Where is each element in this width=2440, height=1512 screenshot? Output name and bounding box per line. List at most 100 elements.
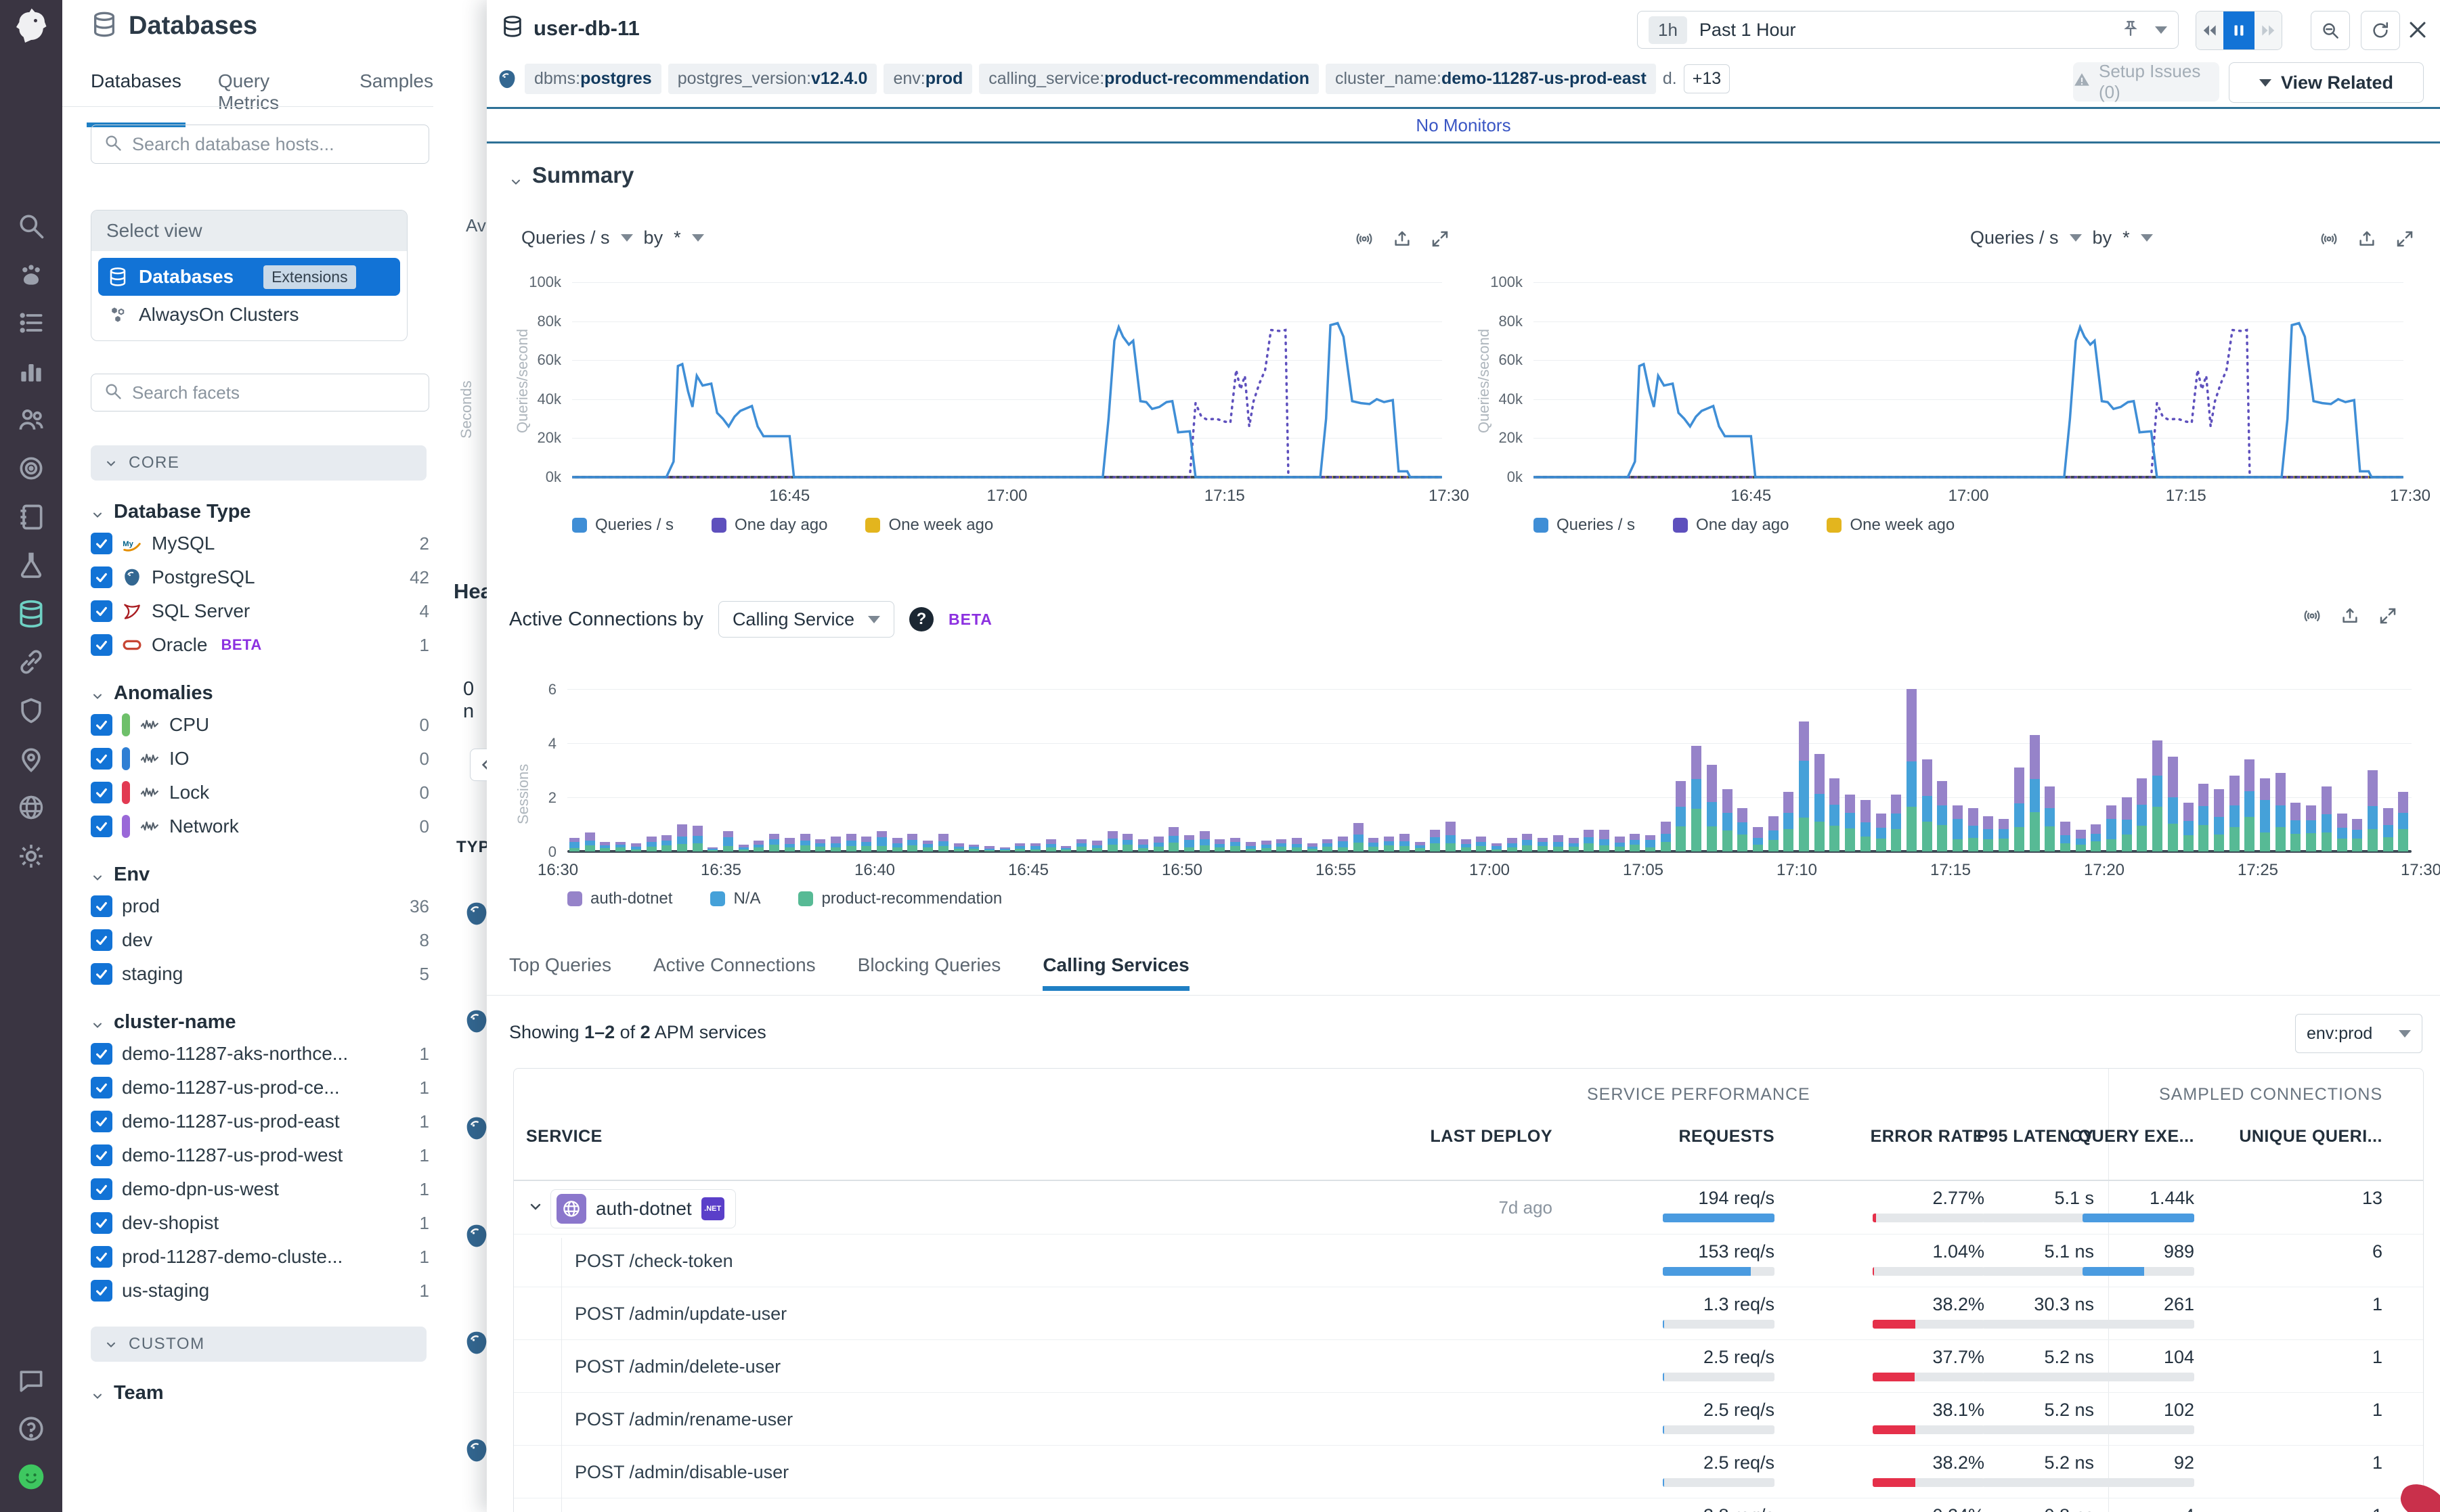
stacked-bar[interactable]: [1460, 839, 1471, 851]
stacked-bar[interactable]: [1999, 819, 2009, 851]
stacked-bar[interactable]: [1199, 831, 1210, 851]
chat-icon[interactable]: [16, 1366, 46, 1396]
stacked-bar[interactable]: [1538, 838, 1548, 851]
stacked-bar[interactable]: [1860, 800, 1871, 851]
stacked-bar[interactable]: [2229, 776, 2240, 851]
tag-pill-cluster_name[interactable]: cluster_name:demo-11287-us-prod-east: [1325, 64, 1656, 94]
endpoint-label[interactable]: POST /admin/delete-user: [575, 1356, 781, 1377]
checkbox-checked[interactable]: [91, 1111, 112, 1132]
help-icon[interactable]: [16, 1414, 46, 1444]
facet-label[interactable]: IO: [169, 748, 190, 769]
metric-select[interactable]: Queries / s: [1970, 227, 2059, 248]
legend-item[interactable]: auth-dotnet: [567, 889, 672, 908]
chevron-down-icon[interactable]: [2069, 234, 2082, 242]
stacked-bar[interactable]: [1691, 746, 1702, 851]
chevron-down-icon[interactable]: [691, 234, 704, 242]
facet-label[interactable]: us-staging: [122, 1280, 210, 1301]
table-row[interactable]: POST /admin/remove-from-team3.8 req/s0.2…: [514, 1498, 2423, 1512]
stacked-bar[interactable]: [1368, 838, 1379, 851]
stacked-bar[interactable]: [723, 831, 733, 851]
stacked-bar[interactable]: [2091, 824, 2101, 851]
alert-icon[interactable]: [2302, 606, 2322, 629]
table-row[interactable]: POST /admin/rename-user 2.5 req/s 38.1% 5.2…: [514, 1392, 2423, 1446]
checkbox-checked[interactable]: [91, 1144, 112, 1166]
stacked-bar[interactable]: [877, 831, 887, 851]
checkbox-checked[interactable]: [91, 566, 112, 588]
stacked-bar[interactable]: [1184, 835, 1194, 851]
endpoint-label[interactable]: POST /admin/disable-user: [575, 1462, 789, 1482]
facet-title-cluster-name[interactable]: cluster-name: [91, 1007, 429, 1037]
stacked-bar[interactable]: [1568, 838, 1579, 851]
datadog-logo-icon[interactable]: [11, 7, 51, 47]
tag-pill-calling_service[interactable]: calling_service:product-recommendation: [979, 64, 1319, 94]
legend-item[interactable]: Queries / s: [572, 516, 674, 535]
stacked-bar[interactable]: [1015, 843, 1026, 851]
checkbox-checked[interactable]: [91, 1043, 112, 1065]
stacked-bar[interactable]: [1076, 839, 1087, 851]
stacked-bar[interactable]: [1953, 805, 1963, 851]
service-chip[interactable]: auth-dotnet .NET: [550, 1189, 736, 1228]
stacked-bar[interactable]: [2137, 778, 2148, 851]
stacked-bar[interactable]: [1153, 837, 1164, 851]
stacked-bar[interactable]: [1645, 835, 1655, 851]
stacked-bar[interactable]: [2106, 805, 2116, 851]
tab-top-queries[interactable]: Top Queries: [509, 954, 611, 975]
alert-icon[interactable]: [2319, 229, 2339, 252]
stacked-bar[interactable]: [1937, 781, 1948, 851]
help-icon[interactable]: ?: [909, 607, 934, 631]
checkbox-checked[interactable]: [91, 600, 112, 622]
alert-icon[interactable]: [1354, 229, 1374, 252]
tab-blocking-queries[interactable]: Blocking Queries: [857, 954, 1001, 975]
legend-item[interactable]: N/A: [710, 889, 760, 908]
facet-label[interactable]: demo-11287-us-prod-ce...: [122, 1077, 340, 1098]
stacked-bar[interactable]: [1169, 827, 1179, 851]
stacked-bar[interactable]: [2244, 759, 2255, 851]
stacked-bar[interactable]: [1522, 834, 1533, 851]
globe-nav-icon[interactable]: [16, 793, 46, 822]
stacked-bar[interactable]: [1660, 822, 1671, 851]
time-range-picker[interactable]: 1h Past 1 Hour: [1637, 11, 2179, 49]
flask-nav-icon[interactable]: [16, 550, 46, 580]
stacked-bar[interactable]: [1706, 765, 1717, 851]
tab-calling-services[interactable]: Calling Services: [1043, 954, 1190, 991]
stacked-bar[interactable]: [923, 841, 934, 851]
stacked-bar[interactable]: [1875, 814, 1886, 851]
stacked-bar[interactable]: [1245, 842, 1256, 851]
facet-label[interactable]: Lock: [169, 782, 210, 803]
facet-label[interactable]: Network: [169, 816, 239, 837]
stacked-bar[interactable]: [2306, 805, 2317, 851]
stacked-bar[interactable]: [676, 824, 687, 851]
facet-group-custom[interactable]: CUSTOM: [91, 1327, 427, 1362]
stacked-bar[interactable]: [1045, 839, 1056, 851]
legend-item[interactable]: Queries / s: [1533, 516, 1635, 535]
line-chart-plot[interactable]: [572, 282, 1442, 481]
stacked-bar[interactable]: [600, 842, 611, 851]
stacked-bar[interactable]: [1430, 830, 1441, 851]
stacked-bar[interactable]: [1614, 837, 1625, 851]
stacked-bar[interactable]: [1445, 822, 1456, 851]
col-unique-queries[interactable]: UNIQUE QUERI...: [2239, 1127, 2382, 1146]
stacked-bar[interactable]: [754, 841, 764, 851]
close-panel-button[interactable]: [2403, 15, 2433, 45]
stacked-bar[interactable]: [892, 838, 902, 851]
fullscreen-icon[interactable]: [2378, 606, 2398, 629]
zoom-out-button[interactable]: [2311, 11, 2350, 50]
stacked-bar[interactable]: [661, 835, 672, 851]
legend-item[interactable]: One week ago: [865, 516, 993, 535]
env-filter-select[interactable]: env:prod: [2295, 1014, 2422, 1053]
stacked-bar[interactable]: [1399, 834, 1410, 851]
stacked-bar[interactable]: [1061, 846, 1072, 851]
chevron-down-icon[interactable]: [620, 234, 633, 242]
bar-chart-nav-icon[interactable]: [16, 357, 46, 386]
checkbox-checked[interactable]: [91, 1212, 112, 1234]
stacked-bar[interactable]: [1552, 835, 1563, 851]
summary-section-header[interactable]: Summary: [509, 162, 634, 188]
stacked-bar[interactable]: [2060, 822, 2070, 851]
stacked-bar[interactable]: [1291, 838, 1302, 851]
line-chart-plot[interactable]: [1533, 282, 2403, 481]
stacked-bar[interactable]: [584, 832, 595, 851]
stacked-bar[interactable]: [861, 837, 872, 851]
calling-service-select[interactable]: Calling Service: [718, 601, 895, 638]
tag-pill-postgres_version[interactable]: postgres_version:v12.4.0: [668, 64, 877, 94]
stacked-bar[interactable]: [1584, 830, 1594, 851]
